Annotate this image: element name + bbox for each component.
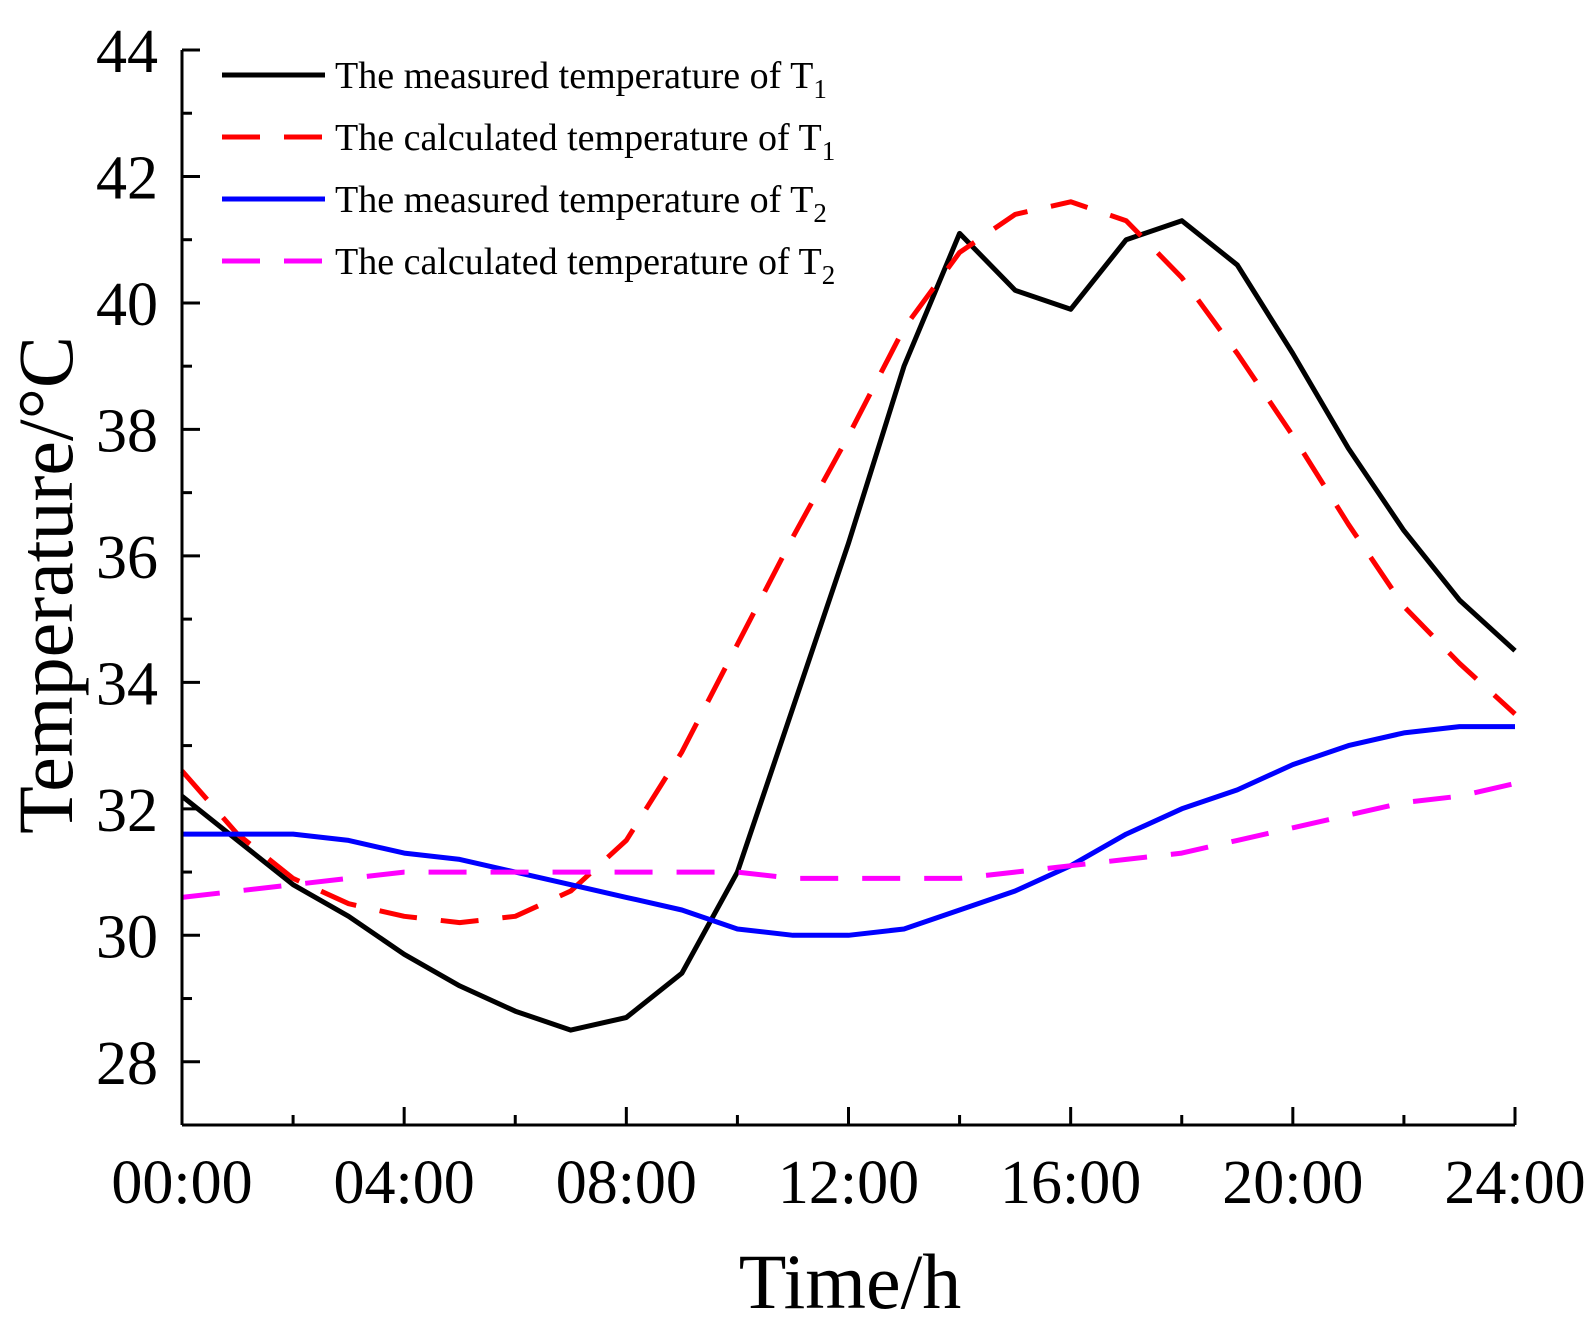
- series-line-3: [182, 724, 1515, 938]
- y-tick-label: 32: [96, 777, 158, 845]
- legend-label-subscript: 2: [813, 198, 827, 228]
- y-tick-label: 44: [96, 18, 158, 86]
- x-axis-label: Time/h: [739, 1238, 962, 1325]
- y-tick-label: 28: [96, 1030, 158, 1098]
- x-tick-label: 20:00: [1222, 1149, 1363, 1217]
- series-lines-layer: [180, 199, 1517, 1033]
- legend-label-2: The calculated temperature of T1: [335, 117, 835, 166]
- legend: The measured temperature of T1 The calcul…: [222, 55, 835, 290]
- x-tick-label: 00:00: [111, 1149, 252, 1217]
- legend-label-subscript: 1: [822, 136, 836, 166]
- legend-label-3: The measured temperature of T2: [335, 179, 827, 228]
- x-tick-label: 04:00: [334, 1149, 475, 1217]
- legend-label-subscript: 1: [813, 74, 827, 104]
- y-tick-label: 38: [96, 397, 158, 465]
- axes-layer: [180, 48, 1517, 1127]
- series-line-1: [180, 218, 1517, 1033]
- series-line-2: [180, 199, 1517, 926]
- series-line-4: [181, 781, 1516, 900]
- x-tick-label: 12:00: [778, 1149, 919, 1217]
- x-tick-label: 24:00: [1444, 1149, 1585, 1217]
- legend-label-subscript: 2: [822, 260, 836, 290]
- y-tick-label: 30: [96, 903, 158, 971]
- x-tick-label: 16:00: [1000, 1149, 1141, 1217]
- y-tick-label: 40: [96, 271, 158, 339]
- x-tick-label: 08:00: [556, 1149, 697, 1217]
- y-axis-label: Temperature/°C: [2, 336, 89, 834]
- y-tick-label: 42: [96, 144, 158, 212]
- tick-labels-layer: 28 30 32 34 36 38 40 42 44 00:00 04:00 08:00 12:00 16…: [96, 18, 1586, 1217]
- legend-label-1: The measured temperature of T1: [335, 55, 827, 104]
- y-tick-label: 34: [96, 650, 158, 718]
- y-tick-label: 36: [96, 524, 158, 592]
- legend-label-4: The calculated temperature of T2: [335, 241, 835, 290]
